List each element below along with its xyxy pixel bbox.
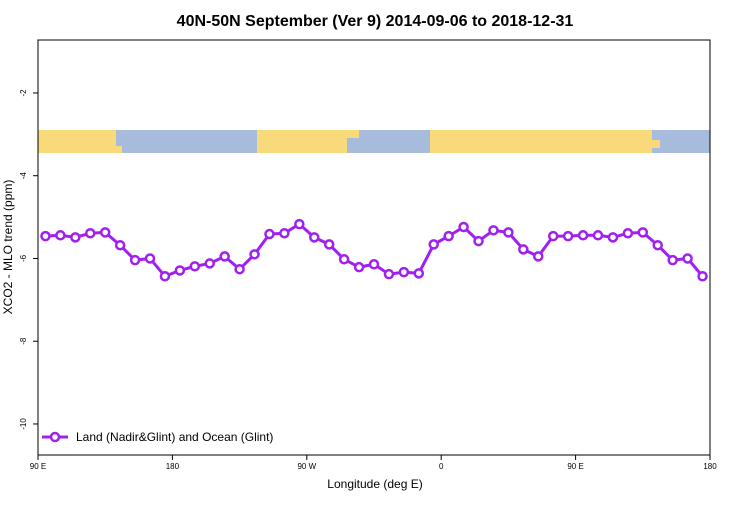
point [368, 259, 380, 270]
point [174, 265, 186, 276]
point [264, 228, 275, 240]
point [533, 251, 544, 262]
point [428, 239, 439, 250]
y-tick-label: -10 [19, 418, 28, 430]
point [383, 268, 395, 280]
point [413, 268, 425, 279]
point [607, 232, 619, 243]
x-axis-label: Longitude (deg E) [327, 477, 422, 491]
point [547, 230, 559, 242]
y-axis-label: XCO2 - MLO trend (ppm) [1, 180, 15, 315]
point [294, 218, 305, 230]
point [129, 254, 141, 266]
point [234, 263, 245, 275]
point [189, 261, 201, 272]
point [398, 266, 410, 278]
point [323, 239, 335, 250]
point [473, 235, 484, 247]
point [652, 239, 663, 251]
point [562, 230, 574, 242]
x-tick-label: 90 E [30, 462, 46, 471]
point [70, 232, 81, 243]
point [338, 254, 350, 265]
land [347, 130, 359, 138]
point [309, 232, 320, 243]
point [249, 249, 260, 260]
point [85, 227, 96, 239]
point [159, 271, 171, 282]
point [458, 221, 469, 233]
point [55, 230, 66, 241]
point [488, 225, 499, 236]
point [682, 253, 693, 264]
point [443, 230, 454, 242]
y-tick-label: -4 [19, 172, 28, 180]
plot-frame [37, 39, 711, 456]
x-tick-label: 90 E [567, 462, 583, 471]
point [697, 271, 708, 282]
land [257, 130, 347, 153]
point [637, 227, 649, 238]
chart-title: 40N-50N September (Ver 9) 2014-09-06 to … [177, 13, 574, 30]
point [592, 230, 604, 241]
land [430, 130, 652, 153]
point [114, 239, 126, 251]
point [219, 251, 230, 262]
point [577, 230, 589, 241]
y-tick-label: -6 [19, 254, 28, 262]
land [652, 140, 660, 148]
x-tick-label: 0 [439, 462, 444, 471]
point [204, 258, 215, 269]
land [116, 146, 122, 153]
point [279, 227, 290, 239]
y-tick-label: -8 [19, 337, 28, 345]
legend-label: Land (Nadir&Glint) and Ocean (Glint) [76, 430, 273, 444]
legend-marker [49, 431, 61, 443]
point [353, 261, 365, 273]
x-tick-label: 180 [703, 462, 717, 471]
land [38, 130, 116, 153]
x-tick-label: 90 W [297, 462, 316, 471]
point [144, 253, 156, 264]
point [503, 227, 514, 238]
map-strip [38, 130, 710, 153]
point [518, 244, 529, 255]
point [667, 254, 678, 266]
point [622, 227, 634, 239]
y-tick-label: -2 [19, 89, 28, 97]
point [99, 227, 111, 238]
point [40, 230, 51, 242]
x-tick-label: 180 [166, 462, 180, 471]
